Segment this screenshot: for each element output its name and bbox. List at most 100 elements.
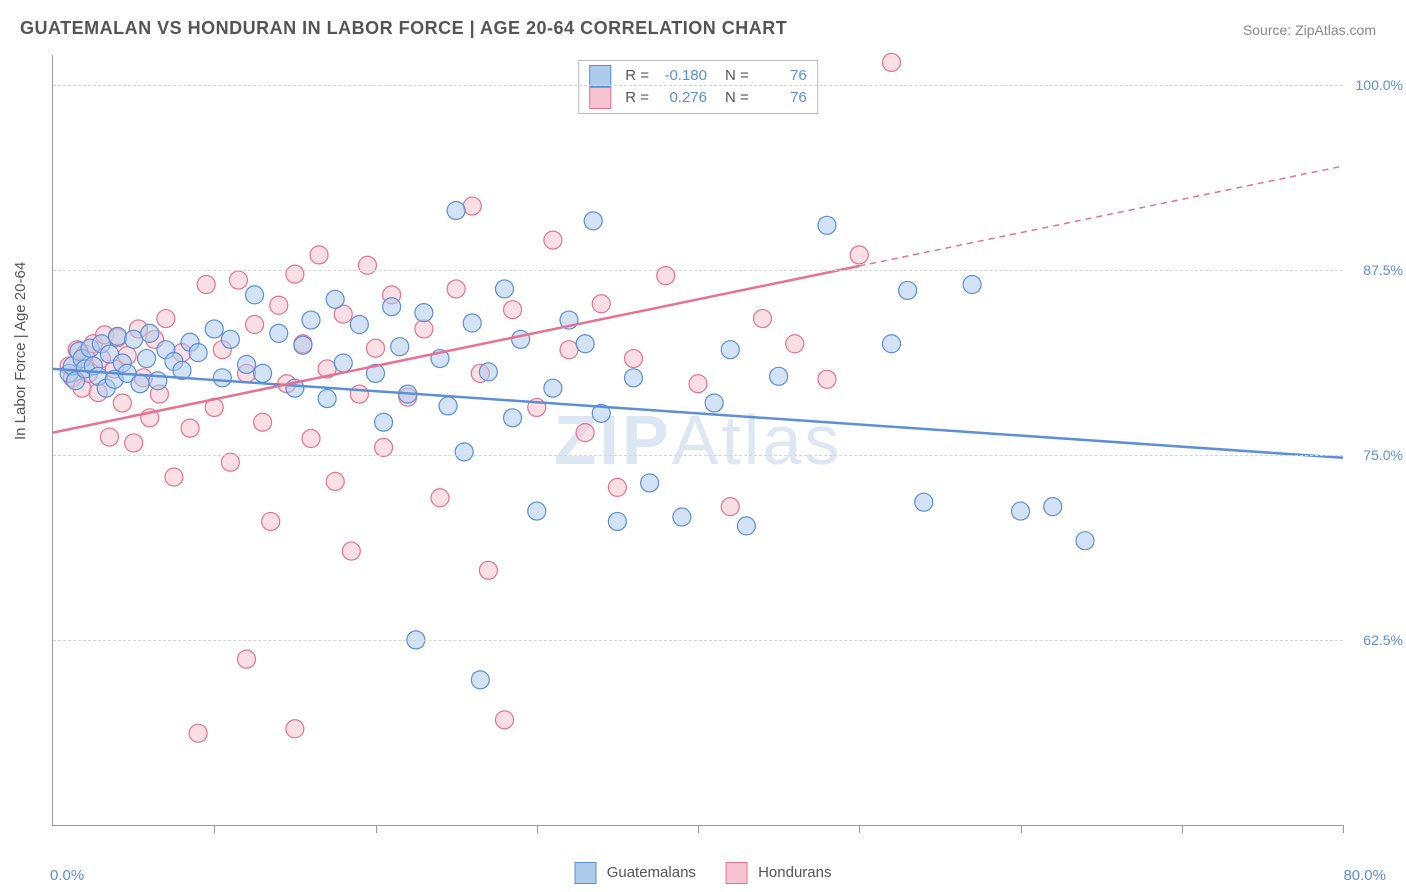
data-point [302, 311, 320, 329]
data-point [576, 335, 594, 353]
x-tick [1343, 825, 1344, 833]
chart-title: GUATEMALAN VS HONDURAN IN LABOR FORCE | … [20, 18, 787, 39]
data-point [358, 256, 376, 274]
data-point [246, 316, 264, 334]
data-point [213, 369, 231, 387]
data-point [238, 355, 256, 373]
data-point [625, 350, 643, 368]
x-tick [698, 825, 699, 833]
data-point [286, 720, 304, 738]
legend-label-blue: Guatemalans [607, 864, 696, 881]
data-point [302, 430, 320, 448]
data-point [544, 231, 562, 249]
data-point [463, 197, 481, 215]
x-axis-max-label: 80.0% [1343, 867, 1386, 884]
data-point [270, 324, 288, 342]
data-point [262, 512, 280, 530]
data-point [294, 336, 312, 354]
data-point [496, 280, 514, 298]
x-tick [1182, 825, 1183, 833]
data-point [318, 390, 336, 408]
data-point [899, 281, 917, 299]
y-tick-label: 62.5% [1348, 632, 1403, 648]
swatch-pink-icon [726, 862, 748, 884]
data-point [189, 724, 207, 742]
data-point [496, 711, 514, 729]
trend-line [859, 166, 1343, 266]
data-point [504, 409, 522, 427]
data-point [254, 413, 272, 431]
chart-plot-area: ZIPAtlas R = -0.180 N = 76 R = 0.276 N =… [52, 55, 1343, 826]
data-point [238, 650, 256, 668]
data-point [770, 367, 788, 385]
data-point [1044, 498, 1062, 516]
data-point [625, 369, 643, 387]
data-point [850, 246, 868, 264]
data-point [334, 354, 352, 372]
data-point [915, 493, 933, 511]
data-point [608, 478, 626, 496]
data-point [721, 341, 739, 359]
data-point [221, 330, 239, 348]
data-point [673, 508, 691, 526]
data-point [641, 474, 659, 492]
data-point [326, 290, 344, 308]
data-point [447, 280, 465, 298]
legend-item-pink: Hondurans [726, 862, 832, 884]
data-point [246, 286, 264, 304]
gridline [53, 455, 1343, 456]
data-point [383, 298, 401, 316]
data-point [818, 370, 836, 388]
n-value-pink: 76 [757, 87, 807, 109]
data-point [270, 296, 288, 314]
data-point [229, 271, 247, 289]
stats-row-pink: R = 0.276 N = 76 [589, 87, 807, 109]
data-point [592, 295, 610, 313]
y-tick-label: 100.0% [1348, 77, 1403, 93]
y-axis-label: In Labor Force | Age 20-64 [12, 262, 29, 440]
data-point [221, 453, 239, 471]
data-point [455, 443, 473, 461]
data-point [342, 542, 360, 560]
data-point [883, 53, 901, 71]
data-point [963, 276, 981, 294]
source-label: Source: ZipAtlas.com [1243, 22, 1376, 38]
data-point [286, 265, 304, 283]
data-point [705, 394, 723, 412]
n-label: N = [725, 87, 749, 109]
data-point [350, 385, 368, 403]
data-point [189, 344, 207, 362]
data-point [786, 335, 804, 353]
x-tick [537, 825, 538, 833]
x-tick [1021, 825, 1022, 833]
gridline [53, 270, 1343, 271]
data-point [544, 379, 562, 397]
gridline [53, 85, 1343, 86]
data-point [447, 201, 465, 219]
data-point [141, 324, 159, 342]
legend-item-blue: Guatemalans [575, 862, 696, 884]
data-point [721, 498, 739, 516]
data-point [125, 330, 143, 348]
data-point [479, 363, 497, 381]
x-tick [859, 825, 860, 833]
r-label: R = [625, 87, 649, 109]
data-point [883, 335, 901, 353]
data-point [100, 428, 118, 446]
data-point [326, 472, 344, 490]
data-point [254, 364, 272, 382]
r-value-pink: 0.276 [657, 87, 707, 109]
x-axis-min-label: 0.0% [50, 867, 84, 884]
data-point [415, 304, 433, 322]
swatch-pink-icon [589, 87, 611, 109]
legend-label-pink: Hondurans [758, 864, 831, 881]
data-point [504, 301, 522, 319]
data-point [463, 314, 481, 332]
data-point [431, 489, 449, 507]
x-tick [214, 825, 215, 833]
data-point [689, 375, 707, 393]
data-point [197, 276, 215, 294]
data-point [528, 502, 546, 520]
data-point [560, 341, 578, 359]
data-point [113, 394, 131, 412]
